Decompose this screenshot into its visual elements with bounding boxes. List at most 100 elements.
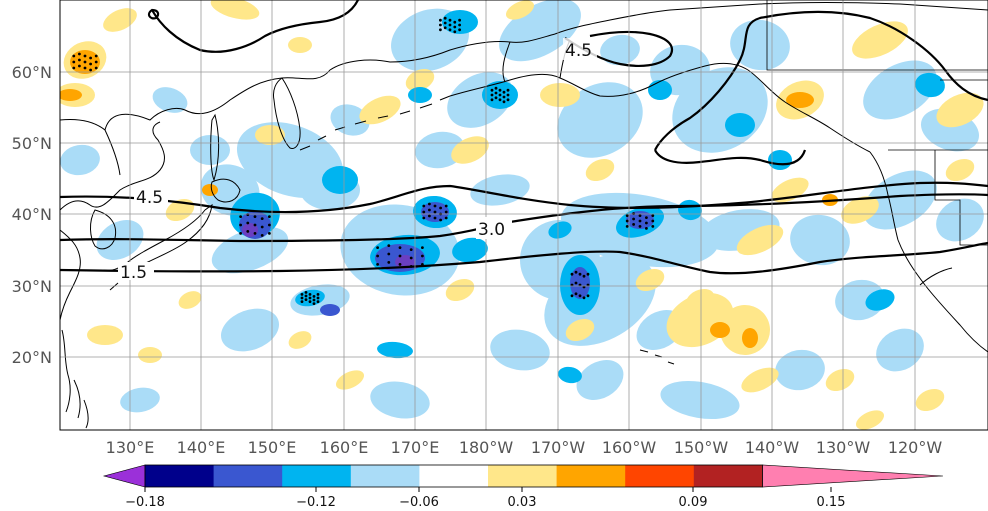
orange-patch xyxy=(786,92,814,108)
lon-label: 150°E xyxy=(248,438,297,457)
yellow-patch xyxy=(255,125,285,145)
stipple-dot xyxy=(443,21,447,25)
yellow-patch xyxy=(445,278,475,302)
significance-stippling xyxy=(72,16,655,305)
colorbar-tick-label: 0.03 xyxy=(508,495,537,510)
stipple-dot xyxy=(586,294,590,298)
stipple-dot xyxy=(582,296,586,300)
stipple-dot xyxy=(78,64,81,68)
light-blue-patch xyxy=(876,328,924,372)
stipple-dot xyxy=(494,96,498,100)
colorbar-segment xyxy=(625,465,695,487)
latitude-labels: 60°N 50°N 40°N 30°N 20°N xyxy=(12,63,52,367)
stipple-dot xyxy=(439,28,442,32)
stipple-dot xyxy=(409,256,413,260)
lon-label: 150°W xyxy=(674,438,729,457)
stipple-dot xyxy=(578,294,582,298)
stipple-dot xyxy=(409,248,413,252)
lat-label: 50°N xyxy=(12,134,52,153)
orange-patch xyxy=(710,322,730,338)
stipple-dot xyxy=(645,227,648,230)
colorbar-segments xyxy=(102,464,944,488)
colorbar-tick-label: −0.06 xyxy=(399,495,439,510)
yellow-patch xyxy=(741,367,779,393)
stipple-dot xyxy=(94,66,98,70)
light-blue-patch xyxy=(576,360,624,400)
stipple-dot xyxy=(260,225,264,229)
orange-patch xyxy=(202,184,218,196)
stipple-dot xyxy=(444,210,448,214)
yellow-patch xyxy=(405,68,435,92)
light-blue-patch xyxy=(330,104,370,136)
stipple-dot xyxy=(645,221,648,225)
stipple-dot xyxy=(428,208,431,212)
stipple-dot xyxy=(586,272,590,276)
stipple-dot xyxy=(316,296,320,300)
stipple-dot xyxy=(387,244,391,248)
light-blue-patch xyxy=(152,87,188,113)
stipple-dot xyxy=(439,23,442,27)
stipple-dot xyxy=(651,225,655,228)
colorbar-tick-marks xyxy=(144,487,832,492)
yellow-patch xyxy=(138,347,162,363)
blue-patch xyxy=(442,10,478,34)
light-blue-patch xyxy=(790,214,850,266)
yellow-patch xyxy=(915,388,945,412)
stipple-dot xyxy=(398,246,402,250)
stipple-dot xyxy=(239,232,243,235)
stipple-dot xyxy=(312,302,316,305)
lat-label: 60°N xyxy=(12,63,52,82)
lon-label: 170°E xyxy=(391,438,440,457)
yellow-patch xyxy=(165,198,195,222)
contour-label-3-0: 3.0 xyxy=(478,220,505,240)
stipple-dot xyxy=(494,91,498,95)
orange-patch xyxy=(742,328,758,348)
stipple-dot xyxy=(638,214,642,218)
lon-label: 120°W xyxy=(888,438,943,457)
stipple-dot xyxy=(439,18,442,22)
longitude-labels: 130°E 140°E 150°E 160°E 170°E 180°W 170°… xyxy=(106,438,943,457)
stipple-dot xyxy=(268,232,271,235)
stipple-dot xyxy=(308,293,312,296)
stipple-dot xyxy=(439,218,442,222)
stipple-dot xyxy=(448,18,452,22)
stipple-dot xyxy=(78,58,81,62)
stipple-dot xyxy=(72,54,76,58)
stipple-dot xyxy=(304,294,308,298)
stipple-dot xyxy=(376,254,379,258)
stipple-dot xyxy=(89,62,92,66)
stipple-dot xyxy=(312,298,316,302)
stipple-dot xyxy=(433,204,437,208)
colorbar-segment xyxy=(693,465,763,487)
stipple-dot xyxy=(494,86,498,90)
orange-patch xyxy=(60,89,82,101)
blue-patch xyxy=(452,237,488,263)
yellow-patch xyxy=(565,318,595,342)
yellow-patch xyxy=(103,8,137,32)
stipple-dot xyxy=(502,90,506,94)
stipple-dot xyxy=(428,214,431,218)
colorbar-segment xyxy=(282,465,352,487)
contour-label-group: 4.5 4.5 3.0 1.5 xyxy=(118,38,597,283)
light-blue-patch xyxy=(660,380,740,420)
yellow-patch xyxy=(585,158,615,182)
stipple-dot xyxy=(312,295,316,298)
yellow-patch xyxy=(720,305,770,355)
stipple-dot xyxy=(246,221,250,225)
contour-label-1-5: 1.5 xyxy=(120,263,147,283)
lon-label: 160°W xyxy=(602,438,657,457)
colorbar-max-extend xyxy=(762,464,944,488)
stipple-dot xyxy=(458,28,461,32)
stipple-dot xyxy=(308,300,312,303)
blue-patch xyxy=(558,366,582,384)
yellow-patch xyxy=(936,92,984,128)
colorbar-segment xyxy=(556,465,626,487)
blue-patch xyxy=(725,113,755,137)
colorbar-min-extend xyxy=(102,464,146,488)
dark-blue-patch xyxy=(320,304,340,316)
stipple-dot xyxy=(72,66,76,70)
stipple-dot xyxy=(422,210,426,214)
stipple-dot xyxy=(570,272,574,276)
yellow-patch xyxy=(288,37,312,53)
stipple-dot xyxy=(645,216,648,220)
